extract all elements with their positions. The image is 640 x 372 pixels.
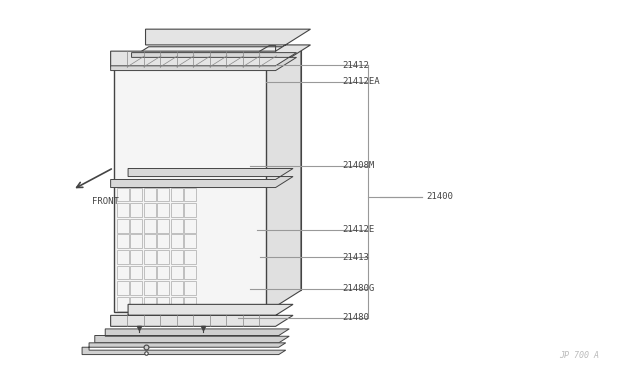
Bar (131, 297, 142, 311)
Bar (131, 281, 142, 295)
Bar (157, 187, 169, 201)
Bar (117, 187, 129, 201)
Bar (171, 187, 182, 201)
Bar (117, 281, 129, 295)
Bar (171, 234, 182, 248)
Text: 21413: 21413 (342, 253, 369, 262)
Bar (144, 250, 156, 264)
Bar (184, 187, 196, 201)
Polygon shape (111, 52, 296, 71)
Bar (117, 234, 129, 248)
Polygon shape (114, 69, 266, 312)
Bar (117, 219, 129, 232)
Text: FRONT: FRONT (92, 197, 118, 206)
Bar (131, 250, 142, 264)
Bar (157, 281, 169, 295)
Bar (157, 297, 169, 311)
Polygon shape (111, 304, 293, 326)
Text: 21408M: 21408M (342, 161, 374, 170)
Bar (171, 203, 182, 217)
Polygon shape (111, 29, 310, 67)
Bar (157, 203, 169, 217)
Polygon shape (114, 47, 301, 69)
Bar (117, 203, 129, 217)
Bar (184, 281, 196, 295)
Bar (131, 187, 142, 201)
Bar (131, 234, 142, 248)
Bar (117, 297, 129, 311)
Bar (157, 266, 169, 279)
Bar (144, 297, 156, 311)
Bar (117, 250, 129, 264)
Bar (184, 219, 196, 232)
Bar (171, 266, 182, 279)
Bar (157, 234, 169, 248)
Bar (184, 250, 196, 264)
Bar (171, 297, 182, 311)
Text: JP 700 A: JP 700 A (559, 351, 599, 360)
Bar (171, 219, 182, 232)
Bar (157, 219, 169, 232)
Text: 21412EA: 21412EA (342, 77, 380, 86)
Bar (144, 219, 156, 232)
Bar (184, 297, 196, 311)
Bar (144, 234, 156, 248)
Bar (157, 250, 169, 264)
Bar (184, 203, 196, 217)
Bar (144, 187, 156, 201)
Text: 21400: 21400 (427, 192, 454, 202)
Polygon shape (266, 47, 301, 312)
Polygon shape (95, 329, 289, 343)
Bar (184, 234, 196, 248)
Text: 21412E: 21412E (342, 225, 374, 234)
Bar (131, 203, 142, 217)
Text: 21480G: 21480G (342, 284, 374, 293)
Bar (171, 281, 182, 295)
Polygon shape (82, 343, 285, 355)
Bar (144, 281, 156, 295)
Bar (144, 203, 156, 217)
Polygon shape (111, 169, 293, 187)
Bar (117, 266, 129, 279)
Bar (144, 266, 156, 279)
Text: 21412: 21412 (342, 61, 369, 70)
Bar (131, 266, 142, 279)
Bar (171, 250, 182, 264)
Bar (131, 219, 142, 232)
Bar (184, 266, 196, 279)
Text: 21480: 21480 (342, 314, 369, 323)
